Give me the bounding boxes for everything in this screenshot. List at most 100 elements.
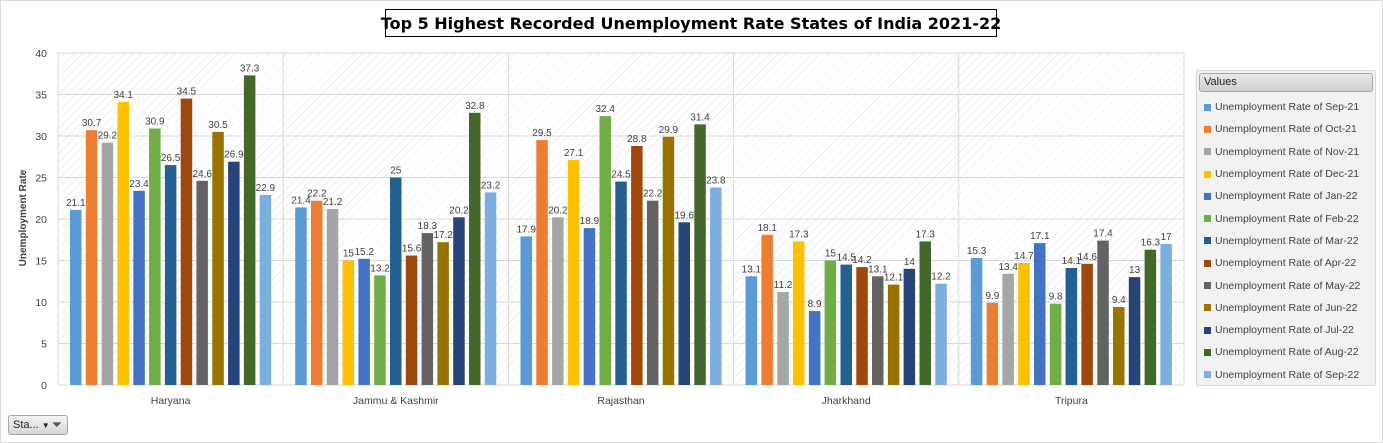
legend-item[interactable]: Unemployment Rate of Jun-22 [1197,297,1375,319]
bar[interactable] [437,242,449,385]
legend-item[interactable]: Unemployment Rate of Jul-22 [1197,319,1375,341]
bar[interactable] [1128,277,1141,385]
bar[interactable] [453,217,465,385]
bar[interactable] [228,161,240,385]
bar[interactable] [1160,243,1172,385]
legend-item[interactable]: Unemployment Rate of Mar-22 [1197,230,1375,252]
y-tick-label: 5 [41,339,47,351]
legend-swatch [1204,371,1211,379]
bar[interactable] [484,192,497,385]
bar[interactable] [1081,263,1093,385]
bar[interactable] [342,260,355,386]
bar[interactable] [793,241,805,385]
state-filter-button[interactable]: Sta... ▼ ⏷ [8,415,68,435]
bar[interactable] [1002,273,1014,385]
legend-item[interactable]: Unemployment Rate of Aug-22 [1197,341,1375,363]
bar[interactable] [777,292,789,385]
x-tick-label: Haryana [151,395,191,407]
bar[interactable] [390,177,402,386]
bar[interactable] [520,236,533,385]
bar[interactable] [856,267,868,385]
bar[interactable] [631,146,643,385]
bar[interactable] [421,233,434,385]
bar[interactable] [70,209,82,385]
bar[interactable] [567,160,580,385]
bar[interactable] [599,116,612,385]
data-label: 14 [904,257,916,268]
legend[interactable]: Values Unemployment Rate of Sep-21 Unempl… [1196,70,1376,386]
bar[interactable] [662,136,675,385]
bar[interactable] [149,128,161,386]
bar[interactable] [259,194,272,385]
legend-item[interactable]: Unemployment Rate of Feb-22 [1197,207,1375,229]
data-label: 17.9 [516,224,536,235]
bar[interactable] [164,165,177,385]
legend-item[interactable]: Unemployment Rate of Sep-22 [1197,364,1375,386]
bar[interactable] [1049,303,1062,385]
data-label: 12.1 [884,273,904,284]
legend-item[interactable]: Unemployment Rate of Sep-21 [1197,96,1375,118]
bar[interactable] [935,283,947,385]
bar[interactable] [374,275,386,385]
bar[interactable] [326,209,339,385]
bar[interactable] [1144,249,1157,385]
bar[interactable] [101,142,114,385]
bar[interactable] [212,131,224,385]
bar[interactable] [117,102,130,385]
bar[interactable] [919,241,932,385]
bar[interactable] [133,190,145,385]
legend-label: Unemployment Rate of May-22 [1215,279,1361,292]
bar[interactable] [405,255,418,386]
bar[interactable] [536,140,548,385]
legend-item[interactable]: Unemployment Rate of Jan-22 [1197,185,1375,207]
bar[interactable] [646,200,659,385]
bar[interactable] [180,98,193,385]
legend-item[interactable]: Unemployment Rate of Apr-22 [1197,252,1375,274]
bar[interactable] [872,276,884,385]
bar[interactable] [970,258,983,385]
bar[interactable] [295,207,307,385]
legend-swatch [1204,348,1211,356]
legend-swatch [1204,282,1211,290]
legend-label: Unemployment Rate of Jul-22 [1215,324,1354,337]
data-label: 32.8 [465,101,485,112]
bar[interactable] [824,260,837,386]
bar[interactable] [1065,268,1078,385]
bar[interactable] [1034,243,1046,385]
bar[interactable] [986,302,999,385]
bar[interactable] [840,264,853,385]
data-label: 9.9 [985,291,999,302]
bar[interactable] [887,284,900,385]
bar[interactable] [583,228,596,385]
legend-item[interactable]: Unemployment Rate of Dec-21 [1197,163,1375,185]
bar[interactable] [243,75,256,386]
bar[interactable] [903,268,916,385]
legend-swatch [1204,326,1211,334]
bar[interactable] [311,200,323,385]
data-label: 17.2 [433,230,453,241]
data-label: 20.2 [548,205,568,216]
bar[interactable] [469,112,481,386]
legend-swatch [1204,259,1211,267]
bar[interactable] [678,222,691,385]
legend-header[interactable]: Values [1199,73,1373,92]
bar[interactable] [358,258,370,385]
bar[interactable] [808,311,821,385]
bar[interactable] [694,124,706,386]
legend-item[interactable]: Unemployment Rate of Oct-21 [1197,118,1375,140]
bar[interactable] [710,187,722,386]
data-label: 15.3 [967,246,987,257]
bar[interactable] [1018,263,1030,385]
legend-swatch [1204,170,1211,178]
bar[interactable] [552,217,564,385]
bar[interactable] [196,180,208,385]
legend-item[interactable]: Unemployment Rate of May-22 [1197,274,1375,296]
legend-label: Unemployment Rate of Nov-21 [1215,145,1360,158]
legend-item[interactable]: Unemployment Rate of Nov-21 [1197,141,1375,163]
bar[interactable] [745,276,758,385]
bar[interactable] [1097,240,1109,385]
bar[interactable] [85,130,98,385]
bar[interactable] [761,234,773,385]
bar[interactable] [1113,307,1125,385]
bar[interactable] [615,181,627,385]
